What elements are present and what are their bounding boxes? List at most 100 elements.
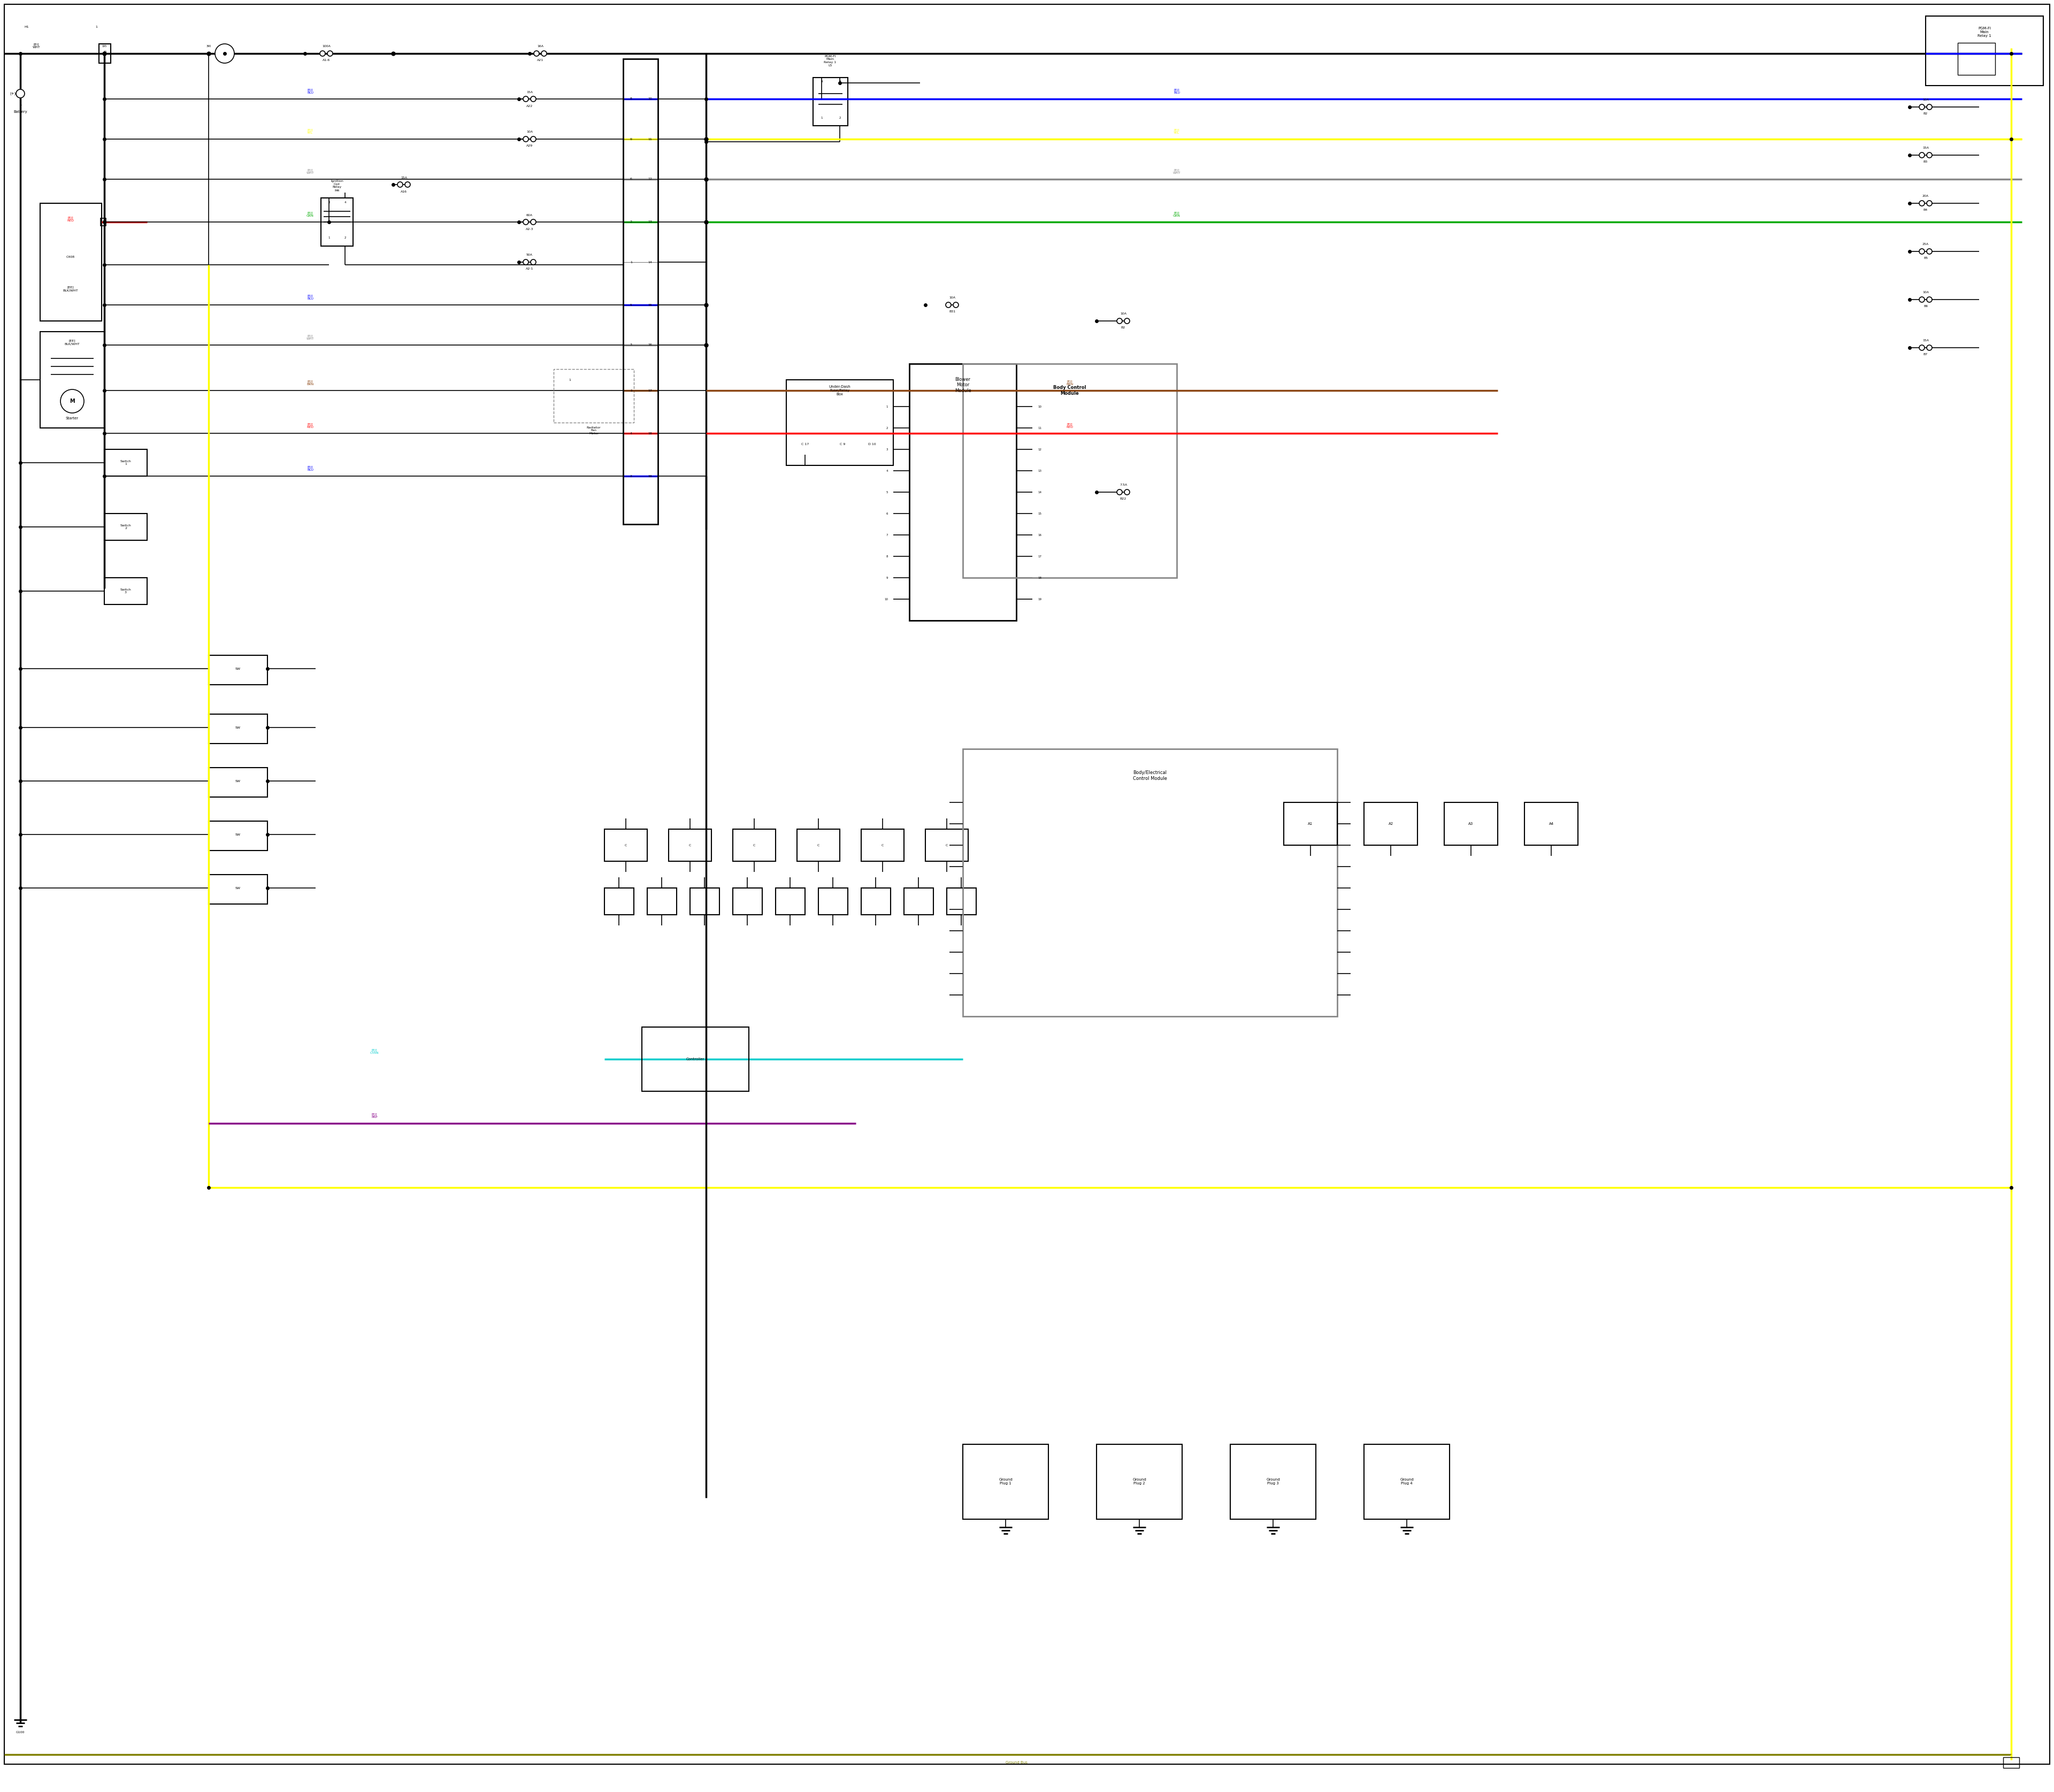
Text: Body Control
Module: Body Control Module (1054, 385, 1087, 396)
Circle shape (953, 303, 959, 308)
Circle shape (1918, 104, 1925, 109)
Text: C: C (945, 844, 949, 846)
Bar (101, 219, 107, 226)
Bar (690, 889, 719, 914)
Bar (861, 830, 904, 862)
Text: SW: SW (236, 667, 240, 670)
Text: 11: 11 (1037, 426, 1041, 430)
Circle shape (1918, 346, 1925, 351)
Text: Switch
2: Switch 2 (119, 523, 131, 530)
Bar (622, 59, 657, 525)
Text: 10: 10 (883, 599, 887, 600)
Text: 100A: 100A (322, 45, 331, 48)
Bar (733, 830, 776, 862)
Text: 18: 18 (1037, 577, 1041, 579)
Bar (555, 369, 635, 423)
Text: L5: L5 (828, 65, 832, 66)
Bar (1927, 16, 2044, 86)
Text: 10A: 10A (949, 297, 955, 299)
Text: B7: B7 (1923, 353, 1929, 357)
Text: 12: 12 (647, 177, 651, 181)
Text: 15: 15 (1037, 513, 1041, 514)
Bar (1364, 1444, 1450, 1520)
Bar (926, 830, 967, 862)
Text: 14: 14 (1037, 491, 1041, 493)
Circle shape (327, 50, 333, 56)
Text: A2-3: A2-3 (526, 228, 534, 231)
Text: [EJ]
WHT: [EJ] WHT (306, 335, 314, 340)
Text: B3: B3 (1923, 161, 1929, 163)
Text: Blower
Motor
Module: Blower Motor Module (955, 376, 972, 392)
Text: 195: 195 (103, 45, 107, 47)
Circle shape (405, 181, 411, 186)
Text: 20A: 20A (1923, 195, 1929, 197)
Text: C: C (881, 844, 883, 846)
Text: B4: B4 (1923, 210, 1929, 211)
Text: B2: B2 (1923, 113, 1929, 115)
Bar (604, 830, 647, 862)
Bar (647, 889, 676, 914)
Circle shape (1927, 249, 1933, 254)
Text: [EJ]
PRP: [EJ] PRP (372, 1113, 378, 1118)
Circle shape (1117, 319, 1121, 324)
Text: 8: 8 (631, 97, 633, 100)
Text: [EJ]
YEL: [EJ] YEL (1173, 129, 1179, 134)
Circle shape (524, 136, 528, 142)
Bar (41, 202, 101, 321)
Text: SW: SW (236, 887, 240, 889)
Text: Ground
Plug 3: Ground Plug 3 (1265, 1478, 1280, 1486)
Text: A16: A16 (401, 190, 407, 194)
Text: 50A: 50A (526, 254, 532, 256)
Text: 390: 390 (205, 45, 212, 47)
Bar (320, 197, 353, 246)
Circle shape (1124, 489, 1130, 495)
Text: [EJ]
BLU: [EJ] BLU (306, 466, 314, 471)
Text: M: M (70, 398, 74, 403)
Text: 16: 16 (647, 344, 651, 346)
Text: D 10: D 10 (869, 443, 875, 446)
Bar (910, 364, 1017, 620)
Text: [EJ]
WHT: [EJ] WHT (306, 168, 314, 174)
Circle shape (945, 303, 951, 308)
Bar (1230, 1444, 1317, 1520)
Text: C 17: C 17 (801, 443, 809, 446)
Text: 1: 1 (94, 25, 97, 29)
Text: B6: B6 (1923, 305, 1929, 308)
Text: 15A: 15A (1923, 339, 1929, 342)
Text: 12: 12 (1037, 448, 1041, 450)
Circle shape (1124, 319, 1130, 324)
Text: [EJ]
BLU: [EJ] BLU (306, 294, 314, 301)
Text: [EJ]
GRN: [EJ] GRN (306, 211, 314, 217)
Text: 13: 13 (647, 220, 651, 224)
Text: 15A: 15A (401, 176, 407, 179)
Text: Under-Dash
Fuse/Relay
Box: Under-Dash Fuse/Relay Box (830, 385, 850, 396)
Text: A1: A1 (1308, 823, 1313, 826)
Text: 10A: 10A (1923, 292, 1929, 294)
Text: 10: 10 (647, 97, 651, 100)
Text: 10A: 10A (526, 131, 532, 133)
Bar (210, 821, 267, 851)
Text: A4: A4 (1549, 823, 1553, 826)
Circle shape (1918, 249, 1925, 254)
Bar (210, 656, 267, 685)
Text: 3: 3 (631, 344, 633, 346)
Text: PGM-FI
Main
Relay 1: PGM-FI Main Relay 1 (824, 56, 836, 65)
Bar (1524, 803, 1577, 846)
Bar (963, 1444, 1048, 1520)
Bar (963, 364, 1177, 577)
Text: 13: 13 (1037, 470, 1041, 471)
Text: SW: SW (236, 780, 240, 783)
Bar (1097, 1444, 1183, 1520)
Bar (1284, 803, 1337, 846)
Text: 6: 6 (631, 177, 633, 181)
Bar (817, 889, 848, 914)
Circle shape (524, 219, 528, 224)
Bar (2003, 1758, 2019, 1769)
Bar (641, 1027, 750, 1091)
Text: 14: 14 (647, 262, 651, 263)
Circle shape (1927, 152, 1933, 158)
Text: B31: B31 (949, 310, 955, 314)
Text: A22: A22 (526, 104, 532, 108)
Text: 15A: 15A (1923, 147, 1929, 149)
Text: Switch
3: Switch 3 (119, 588, 131, 593)
